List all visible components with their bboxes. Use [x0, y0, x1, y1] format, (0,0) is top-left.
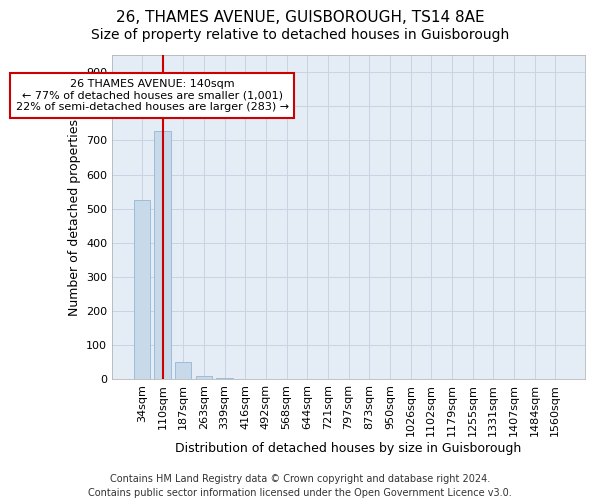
Bar	[154, 131, 171, 380]
Text: Size of property relative to detached houses in Guisborough: Size of property relative to detached ho…	[91, 28, 509, 42]
Y-axis label: Number of detached properties: Number of detached properties	[68, 118, 80, 316]
Bar	[175, 362, 191, 380]
X-axis label: Distribution of detached houses by size in Guisborough: Distribution of detached houses by size …	[175, 442, 521, 455]
Bar	[216, 378, 233, 380]
Text: 26, THAMES AVENUE, GUISBOROUGH, TS14 8AE: 26, THAMES AVENUE, GUISBOROUGH, TS14 8AE	[116, 10, 484, 25]
Bar	[196, 376, 212, 380]
Bar	[134, 200, 150, 380]
Text: Contains HM Land Registry data © Crown copyright and database right 2024.
Contai: Contains HM Land Registry data © Crown c…	[88, 474, 512, 498]
Text: 26 THAMES AVENUE: 140sqm
← 77% of detached houses are smaller (1,001)
22% of sem: 26 THAMES AVENUE: 140sqm ← 77% of detach…	[16, 79, 289, 112]
